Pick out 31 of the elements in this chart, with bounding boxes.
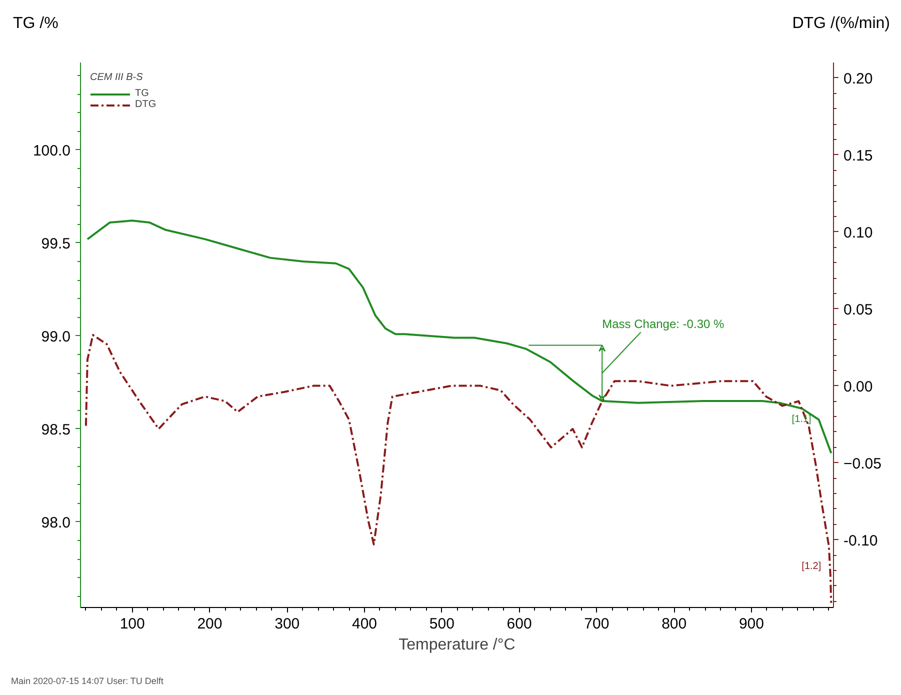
- ylabel: TG /%: [13, 14, 58, 34]
- y-tick-label: 100.0: [32, 142, 71, 160]
- annotation: [1.1]: [792, 414, 812, 426]
- x-tick-label: 400: [352, 616, 378, 632]
- y2label: DTG /(%/min): [792, 14, 890, 34]
- x-tick-label: 100: [120, 616, 145, 632]
- x-tick-label: 500: [429, 616, 454, 632]
- x-tick-label: 700: [584, 616, 610, 632]
- line-series: [86, 220, 832, 454]
- x-tick-label: 800: [662, 616, 687, 632]
- y-tick-label: 98.5: [41, 421, 71, 438]
- y2-tick-label: -0.10: [844, 532, 878, 550]
- x-tick-label: 600: [506, 616, 532, 632]
- x-tick-label: 900: [738, 616, 764, 632]
- x-tick-label: 200: [197, 616, 222, 632]
- y2-tick-label: 0.05: [844, 301, 873, 318]
- y2-tick-label: 0.10: [844, 224, 873, 242]
- annotation: Mass Change: -0.30 %: [602, 316, 724, 331]
- y2-tick-label: 0.15: [844, 147, 873, 164]
- annotation: [1.2]: [802, 561, 822, 572]
- y2-tick-label: −0.05: [844, 455, 882, 472]
- y-tick-label: 99.0: [41, 328, 71, 346]
- legend-label: TG: [135, 88, 150, 99]
- y-tick-label: 98.0: [41, 514, 71, 532]
- legend-label: DTG: [135, 99, 156, 110]
- legend-title: CEM III B-S: [90, 72, 144, 83]
- y2-tick-label: 0.20: [844, 70, 873, 88]
- y2-tick-label: 0.00: [844, 378, 873, 396]
- x-axis-title: Temperature /°C: [398, 636, 516, 654]
- x-tick-label: 300: [274, 616, 300, 632]
- y-tick-label: 99.5: [41, 235, 71, 252]
